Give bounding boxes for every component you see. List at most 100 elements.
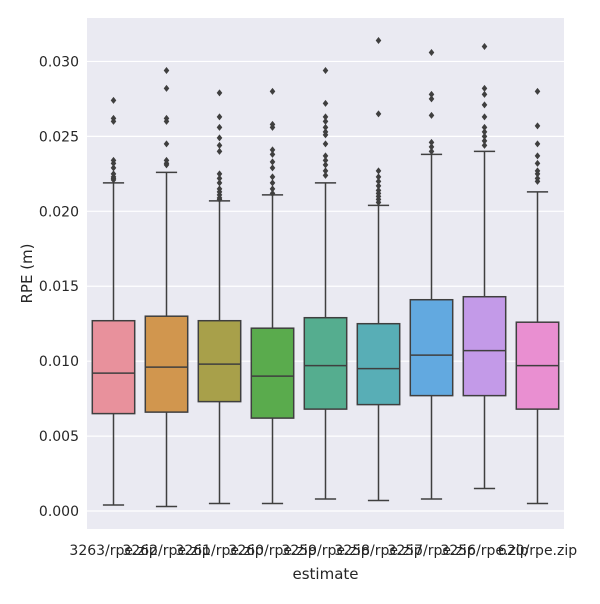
y-axis-ticks: 0.000 0.005 0.010 0.015 0.020 0.025 0.030 bbox=[39, 54, 79, 520]
outlier-point bbox=[322, 152, 329, 160]
outlier-point bbox=[269, 164, 276, 172]
outlier-point bbox=[269, 146, 276, 154]
outlier-point bbox=[428, 95, 435, 103]
iqr-box bbox=[409, 298, 454, 397]
outlier-point bbox=[534, 87, 541, 95]
outlier-point bbox=[428, 138, 435, 146]
x-tick-label: 3258/rpe.zip bbox=[334, 543, 422, 559]
x-tick-label: 3257/rpe.zip bbox=[387, 543, 475, 559]
box-5 bbox=[356, 36, 401, 502]
box-3 bbox=[250, 87, 295, 505]
outlier-point bbox=[481, 141, 488, 149]
x-tick-label: 3261/rpe.zip bbox=[175, 543, 263, 559]
outlier-point bbox=[481, 101, 488, 109]
outlier-point bbox=[322, 117, 329, 125]
y-tick-label: 0.020 bbox=[39, 204, 79, 220]
outlier-point bbox=[110, 156, 117, 164]
outlier-point bbox=[322, 99, 329, 107]
outlier-point bbox=[269, 173, 276, 181]
outlier-point bbox=[534, 167, 541, 175]
outlier-point bbox=[110, 164, 117, 172]
x-axis-ticks: 3263/rpe.zip3262/rpe.zip3261/rpe.zip3260… bbox=[69, 543, 577, 559]
outlier-point bbox=[322, 167, 329, 175]
outlier-point bbox=[216, 113, 223, 121]
outlier-point bbox=[216, 179, 223, 187]
x-tick-label: 3263/rpe.zip bbox=[69, 543, 157, 559]
outlier-point bbox=[269, 179, 276, 187]
y-tick-label: 0.000 bbox=[39, 504, 79, 520]
outlier-point bbox=[481, 123, 488, 131]
outlier-point bbox=[481, 113, 488, 121]
outlier-point bbox=[481, 132, 488, 140]
outlier-point bbox=[110, 114, 117, 122]
outlier-point bbox=[163, 114, 170, 122]
y-tick-label: 0.005 bbox=[39, 429, 79, 445]
iqr-box bbox=[91, 319, 136, 415]
outlier-point bbox=[216, 174, 223, 182]
outlier-point bbox=[322, 156, 329, 164]
iqr-box bbox=[356, 322, 401, 406]
outlier-point bbox=[322, 66, 329, 74]
outlier-point bbox=[322, 140, 329, 148]
outlier-point bbox=[375, 182, 382, 190]
iqr-box bbox=[462, 295, 507, 397]
y-axis-label: RPE (m) bbox=[18, 243, 36, 303]
outlier-point bbox=[534, 152, 541, 160]
box-2 bbox=[197, 89, 242, 505]
outlier-point bbox=[163, 66, 170, 74]
outlier-point bbox=[481, 128, 488, 136]
outlier-point bbox=[322, 161, 329, 169]
box-8 bbox=[515, 87, 560, 505]
x-tick-label: 3262/rpe.zip bbox=[122, 543, 210, 559]
outlier-point bbox=[428, 111, 435, 119]
outlier-point bbox=[269, 185, 276, 193]
boxes-layer bbox=[91, 36, 560, 508]
outlier-point bbox=[428, 147, 435, 155]
outlier-point bbox=[534, 174, 541, 182]
box-4 bbox=[303, 66, 348, 500]
box-7 bbox=[462, 42, 507, 490]
outlier-point bbox=[428, 143, 435, 151]
outlier-point bbox=[375, 177, 382, 185]
outlier-point bbox=[322, 171, 329, 179]
iqr-box bbox=[197, 319, 242, 403]
outlier-point bbox=[216, 185, 223, 193]
outlier-point bbox=[375, 110, 382, 118]
outlier-point bbox=[375, 167, 382, 175]
outlier-point bbox=[269, 87, 276, 95]
outlier-point bbox=[534, 122, 541, 130]
outlier-point bbox=[534, 140, 541, 148]
outlier-point bbox=[216, 123, 223, 131]
iqr-box bbox=[250, 327, 295, 419]
outlier-point bbox=[216, 170, 223, 178]
outlier-point bbox=[534, 159, 541, 167]
outlier-point bbox=[269, 158, 276, 166]
outlier-point bbox=[322, 128, 329, 136]
outlier-point bbox=[269, 189, 276, 197]
outlier-point bbox=[375, 186, 382, 194]
outlier-point bbox=[216, 134, 223, 142]
outlier-point bbox=[163, 156, 170, 164]
outlier-point bbox=[322, 113, 329, 121]
outlier-point bbox=[428, 90, 435, 98]
iqr-box bbox=[144, 315, 189, 413]
x-axis-label: estimate bbox=[292, 565, 358, 583]
iqr-box bbox=[303, 316, 348, 410]
box-0 bbox=[91, 96, 136, 506]
outlier-point bbox=[375, 173, 382, 181]
outlier-point bbox=[163, 140, 170, 148]
outlier-point bbox=[110, 96, 117, 104]
y-tick-label: 0.015 bbox=[39, 279, 79, 295]
box-1 bbox=[144, 66, 189, 508]
outlier-point bbox=[375, 36, 382, 44]
outlier-point bbox=[322, 123, 329, 131]
outlier-point bbox=[481, 42, 488, 50]
x-tick-label: 3260/rpe.zip bbox=[228, 543, 316, 559]
x-tick-label: 3256/rpe.zip bbox=[440, 543, 528, 559]
outlier-point bbox=[481, 137, 488, 145]
box-6 bbox=[409, 48, 454, 500]
outlier-point bbox=[269, 150, 276, 158]
outlier-point bbox=[163, 84, 170, 92]
